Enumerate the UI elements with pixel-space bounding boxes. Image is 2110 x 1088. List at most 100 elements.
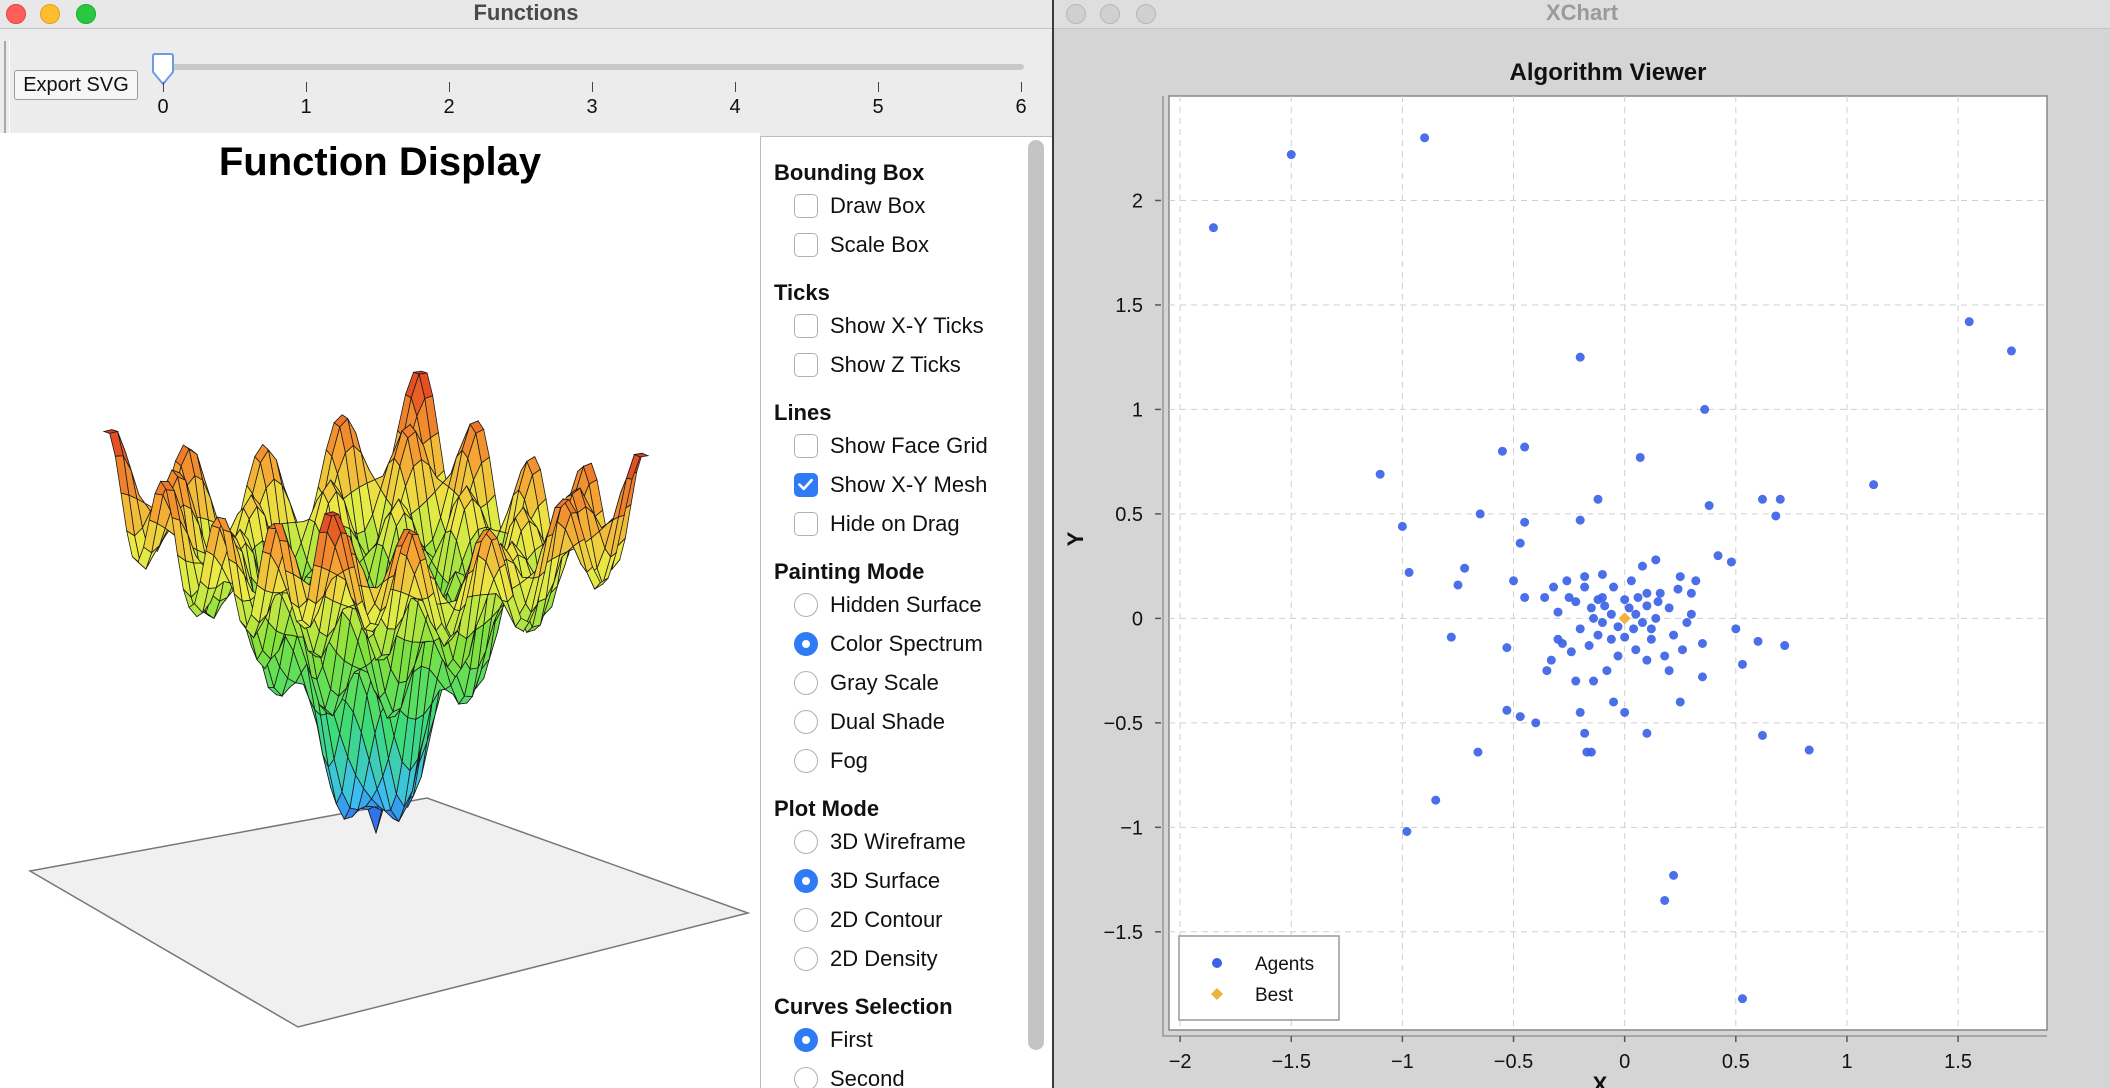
radio-circle[interactable] — [794, 830, 818, 854]
slider-tick — [878, 82, 879, 92]
agent-point — [1589, 676, 1599, 686]
minimize-window-button[interactable] — [1100, 4, 1120, 24]
checkbox-box[interactable] — [794, 353, 818, 377]
agent-point — [1682, 618, 1692, 628]
slider-tick — [1021, 82, 1022, 92]
agent-point — [1420, 133, 1430, 143]
x-axis-label: X — [1593, 1072, 1608, 1088]
checkbox-box[interactable] — [794, 233, 818, 257]
radio-circle[interactable] — [794, 1028, 818, 1052]
agent-point — [1780, 641, 1790, 651]
radio-circle[interactable] — [794, 632, 818, 656]
agent-point — [1677, 645, 1687, 655]
agent-point — [1697, 672, 1707, 682]
slider-track[interactable] — [162, 64, 1024, 70]
agent-point — [1664, 666, 1674, 676]
legend-box — [1178, 935, 1340, 1021]
agent-point — [1660, 895, 1670, 905]
agent-point — [1635, 452, 1645, 462]
y-tick-label: 2 — [1132, 190, 1143, 212]
agent-point — [1669, 630, 1679, 640]
agent-point — [1566, 647, 1576, 657]
agent-point — [1580, 572, 1590, 582]
radio-circle[interactable] — [794, 749, 818, 773]
export-svg-button[interactable]: Export SVG — [14, 70, 138, 100]
agent-point — [1737, 994, 1747, 1004]
agent-point — [1575, 515, 1585, 525]
agent-point — [1446, 632, 1456, 642]
radio-circle[interactable] — [794, 908, 818, 932]
y-tick-label: −1 — [1120, 817, 1143, 839]
agent-point — [1609, 697, 1619, 707]
surface-plot[interactable] — [0, 133, 760, 1088]
agent-point — [1575, 707, 1585, 717]
agent-point — [1686, 588, 1696, 598]
radio-circle[interactable] — [794, 710, 818, 734]
close-window-button[interactable] — [6, 4, 26, 24]
agent-point — [1602, 666, 1612, 676]
agent-point — [1460, 563, 1470, 573]
option-label: 2D Contour — [830, 907, 943, 932]
axis-frame — [1162, 96, 2047, 1037]
agent-point — [1669, 870, 1679, 880]
option-label: 2D Density — [830, 946, 938, 971]
checkbox-box[interactable] — [794, 194, 818, 218]
minimize-window-button[interactable] — [40, 4, 60, 24]
zoom-window-button[interactable] — [76, 4, 96, 24]
agent-point — [1700, 404, 1710, 414]
agent-point — [1580, 582, 1590, 592]
option-label: 3D Wireframe — [830, 829, 966, 854]
algorithm-viewer-chart[interactable]: Algorithm Viewer −2 −1.5 −1 −0.5 0 0.5 1 1.5 −1.5… — [1054, 30, 2110, 1088]
agent-point — [1600, 601, 1610, 611]
radio-circle[interactable] — [794, 671, 818, 695]
y-tick-label: 0 — [1132, 608, 1143, 630]
agent-point — [1609, 582, 1619, 592]
agent-point — [1633, 592, 1643, 602]
agent-point — [1520, 592, 1530, 602]
y-tick-label: −0.5 — [1104, 713, 1143, 735]
agent-point — [1646, 634, 1656, 644]
option-label: Dual Shade — [830, 709, 945, 734]
window-title: XChart — [1545, 0, 1619, 25]
radio-circle[interactable] — [794, 593, 818, 617]
slider-thumb[interactable] — [150, 52, 176, 88]
functions-window: Functions Export SVG 0 1 2 3 4 5 6 Function Di… — [0, 0, 1052, 1088]
agent-point — [1553, 607, 1563, 617]
option-label: Show Z Ticks — [830, 352, 961, 377]
slider-tick-label: 1 — [300, 96, 312, 118]
option-label: Gray Scale — [830, 670, 939, 695]
checkbox-box[interactable] — [794, 314, 818, 338]
agent-point — [1775, 494, 1785, 504]
checkbox-box[interactable] — [794, 473, 818, 497]
agent-point — [1475, 509, 1485, 519]
agent-point — [1713, 551, 1723, 561]
option-label: Hidden Surface — [830, 592, 982, 617]
radio-circle[interactable] — [794, 947, 818, 971]
agent-point — [1651, 613, 1661, 623]
slider-tick — [735, 82, 736, 92]
checkbox-box[interactable] — [794, 434, 818, 458]
agent-point — [1509, 576, 1519, 586]
agent-point — [1771, 511, 1781, 521]
agent-point — [1404, 567, 1414, 577]
y-tick-label: 1 — [1132, 399, 1143, 421]
checkbox-box[interactable] — [794, 512, 818, 536]
agent-point — [1642, 601, 1652, 611]
agent-point — [1453, 580, 1463, 590]
zoom-window-button[interactable] — [1136, 4, 1156, 24]
settings-scrollbar[interactable] — [1028, 140, 1044, 1050]
agent-point — [1557, 638, 1567, 648]
close-window-button[interactable] — [1066, 4, 1086, 24]
agent-point — [1586, 603, 1596, 613]
agent-point — [1675, 572, 1685, 582]
xchart-window: XChart Algorithm Viewer −2 −1.5 −1 −0.5 0 0.5 1… — [1054, 0, 2110, 1088]
agent-point — [1620, 632, 1630, 642]
radio-circle[interactable] — [794, 869, 818, 893]
agent-point — [1651, 555, 1661, 565]
agent-point — [1653, 597, 1663, 607]
agent-point — [1637, 618, 1647, 628]
surface-mesh — [102, 370, 650, 835]
legend: Agents Best — [1178, 935, 1340, 1021]
radio-circle[interactable] — [794, 1067, 818, 1088]
agent-point — [1208, 223, 1218, 233]
